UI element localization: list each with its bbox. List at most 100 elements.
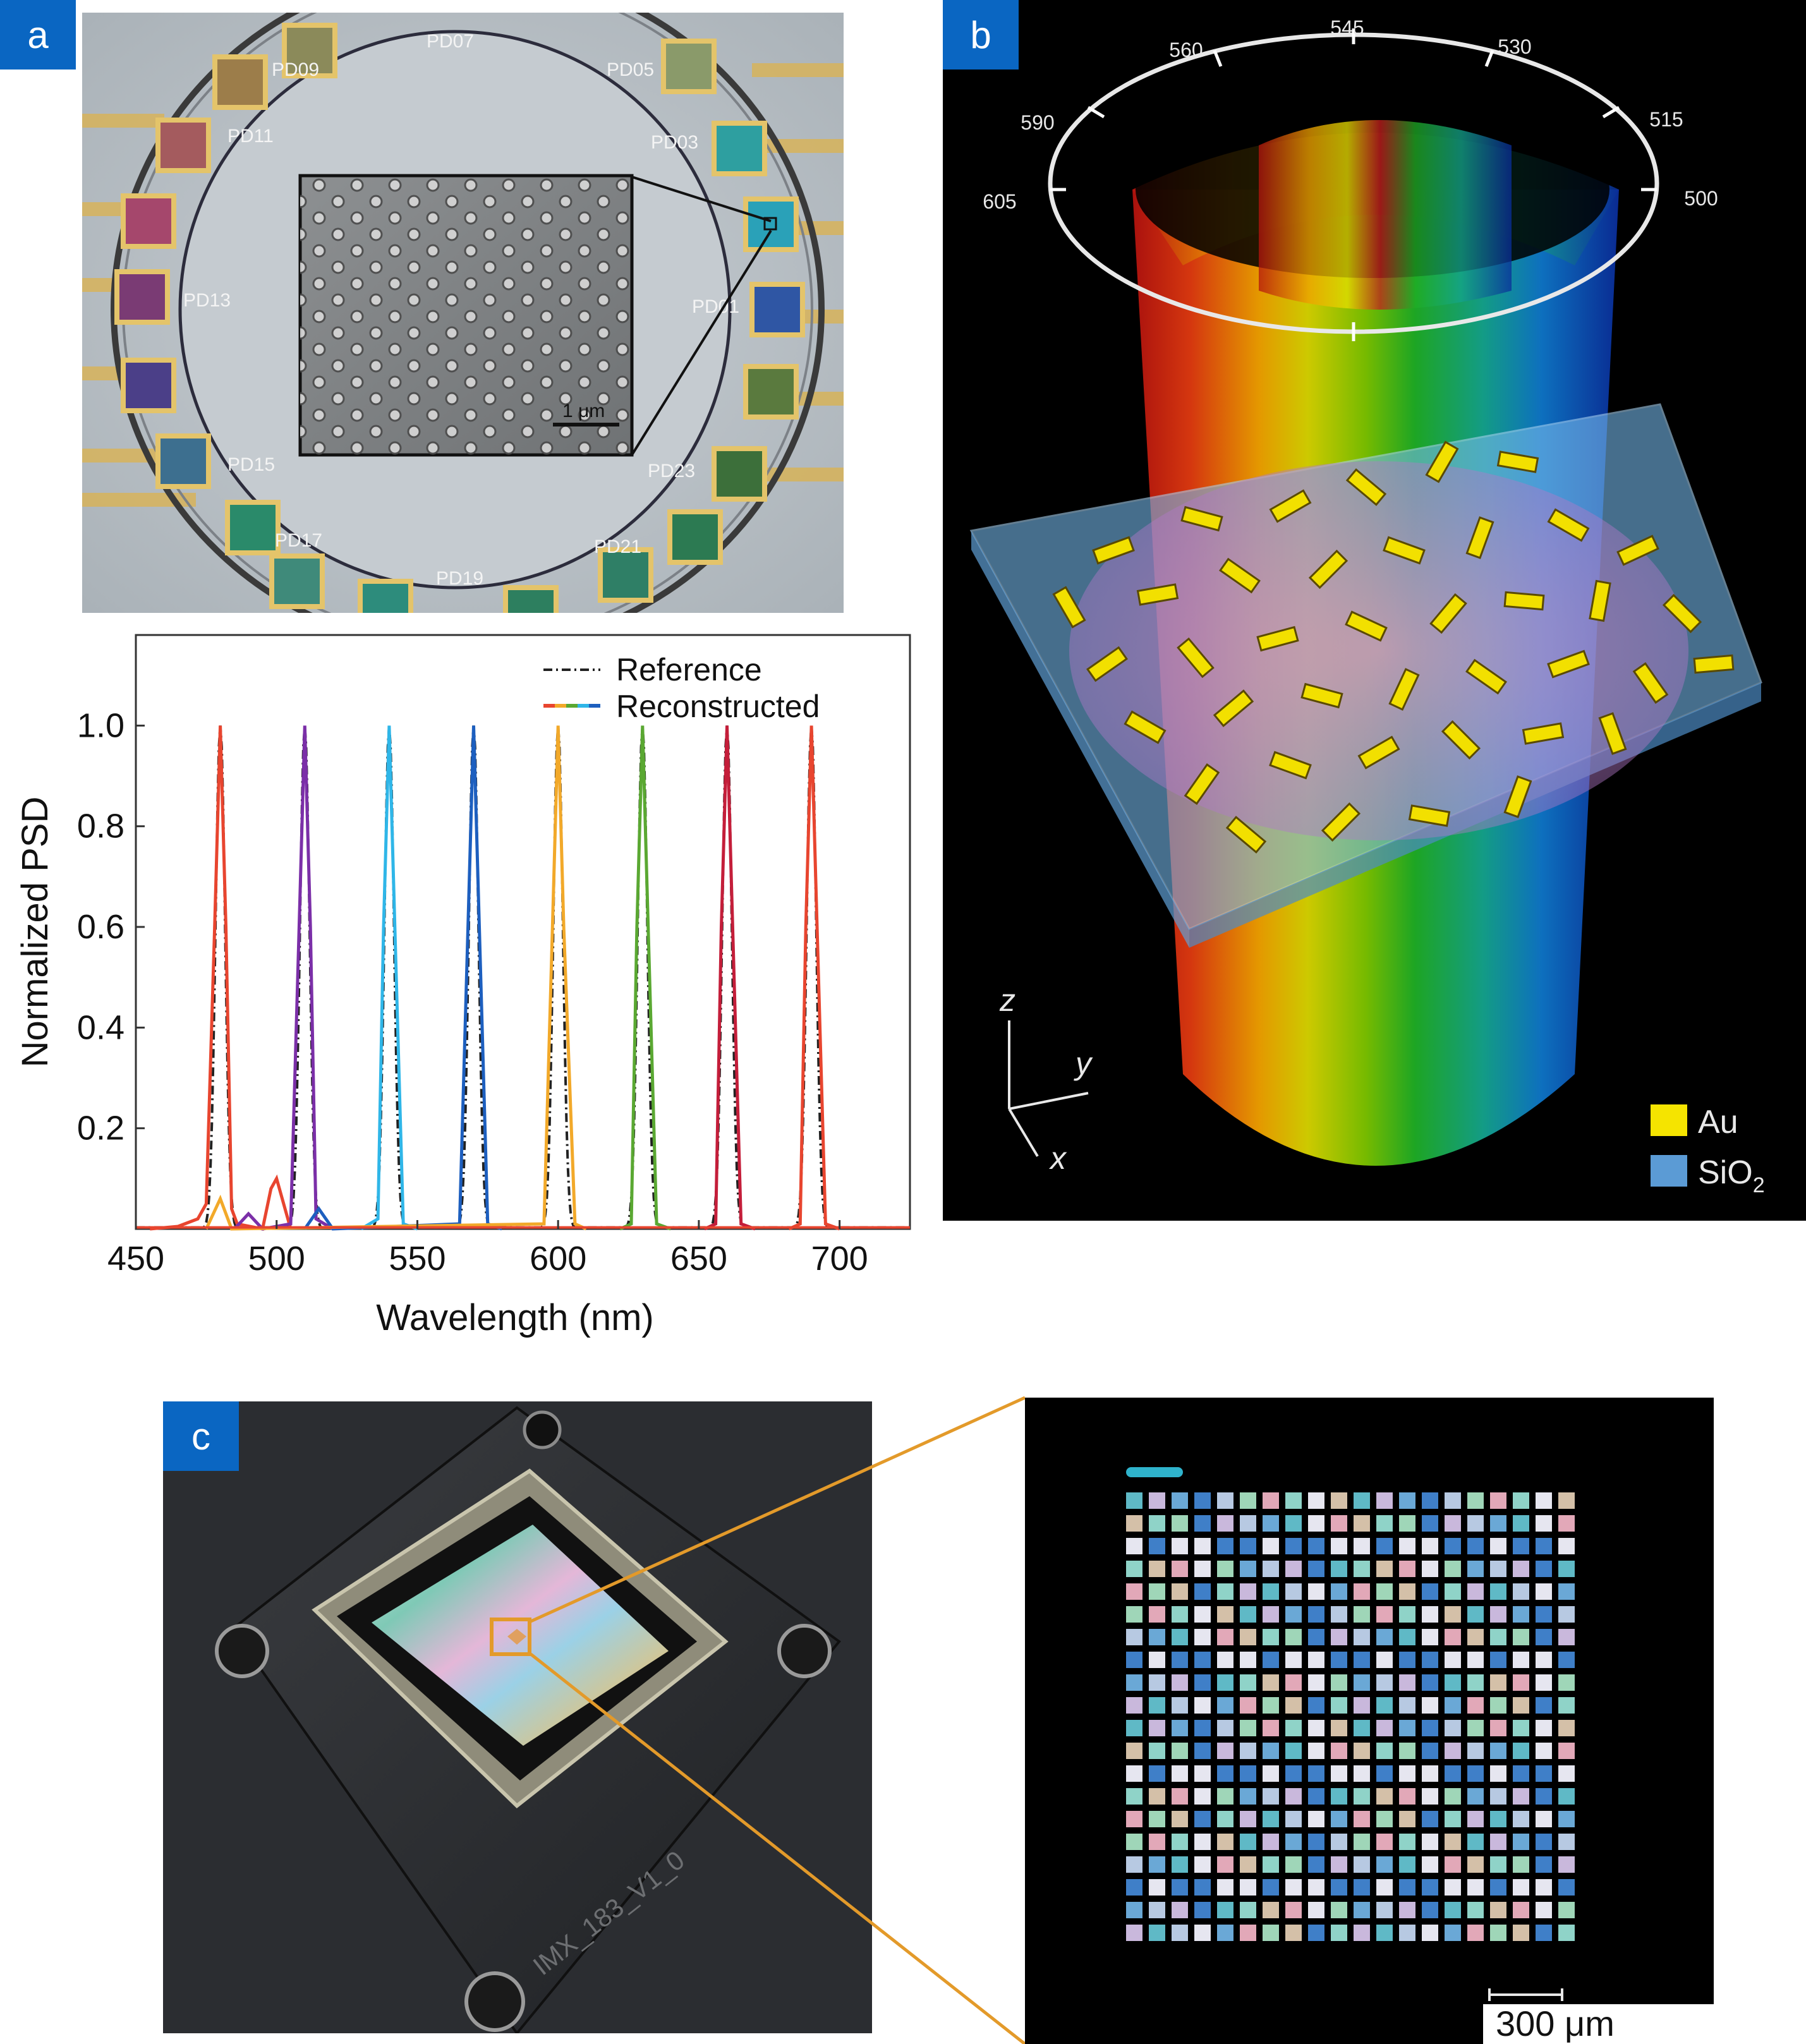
filter-cell — [1172, 1788, 1188, 1805]
filter-cell — [1331, 1492, 1347, 1509]
filter-cell — [1399, 1720, 1415, 1736]
filter-cell — [1354, 1925, 1370, 1941]
panel-c-badge: c — [163, 1401, 239, 1471]
filter-cell — [1217, 1811, 1233, 1827]
filter-cell — [1399, 1515, 1415, 1532]
filter-cell — [1490, 1856, 1506, 1873]
filter-cell — [1172, 1697, 1188, 1714]
filter-cell — [1490, 1538, 1506, 1554]
x-tick-label: 600 — [530, 1240, 586, 1278]
filter-cell — [1240, 1834, 1256, 1850]
filter-cell — [1467, 1879, 1484, 1896]
filter-cell — [1285, 1515, 1302, 1532]
filter-cell — [1149, 1606, 1165, 1623]
filter-cell — [1445, 1788, 1461, 1805]
filter-cell — [1354, 1583, 1370, 1600]
filter-cell — [1172, 1743, 1188, 1759]
ring-label: 545 — [1330, 16, 1364, 39]
filter-cell — [1126, 1538, 1142, 1554]
filter-cell — [1445, 1652, 1461, 1668]
filter-cell — [1194, 1743, 1211, 1759]
filter-cell — [1558, 1652, 1575, 1668]
filter-cell — [1422, 1606, 1438, 1623]
filter-cell — [1240, 1788, 1256, 1805]
filter-cell — [1536, 1811, 1552, 1827]
filter-cell — [1263, 1697, 1279, 1714]
filter-cell — [1558, 1788, 1575, 1805]
filter-cell — [1467, 1561, 1484, 1577]
filter-cell — [1172, 1583, 1188, 1600]
filter-cell — [1445, 1492, 1461, 1509]
reconstructed-series-630 — [619, 725, 672, 1231]
filter-cell — [1422, 1697, 1438, 1714]
psd-chart: 450 500 550 600 650 700 0.2 0.4 0.6 0.8 1.0 Refere… — [15, 634, 911, 1338]
filter-cell — [1149, 1765, 1165, 1782]
y-tick-label: 0.4 — [77, 1008, 124, 1046]
filter-cell — [1490, 1879, 1506, 1896]
filter-cell — [1240, 1925, 1256, 1941]
filter-cell — [1354, 1652, 1370, 1668]
filter-cell — [1354, 1879, 1370, 1896]
filter-cell — [1422, 1811, 1438, 1827]
filter-cell — [1422, 1834, 1438, 1850]
filter-cell — [1490, 1561, 1506, 1577]
filter-cell — [1263, 1879, 1279, 1896]
filter-cell — [1240, 1538, 1256, 1554]
filter-cell — [1536, 1834, 1552, 1850]
filter-cell — [1263, 1492, 1279, 1509]
filter-cell — [1194, 1879, 1211, 1896]
panel-c-array: 300 μm — [1025, 1398, 1714, 2044]
filter-cell — [1536, 1652, 1552, 1668]
filter-cell — [1467, 1492, 1484, 1509]
filter-cell — [1422, 1515, 1438, 1532]
filter-cell — [1149, 1492, 1165, 1509]
filter-cell — [1536, 1720, 1552, 1736]
filter-cell — [1467, 1538, 1484, 1554]
filter-cell — [1240, 1765, 1256, 1782]
pd-label: PD17 — [275, 530, 322, 551]
filter-cell — [1536, 1879, 1552, 1896]
filter-cell — [1285, 1538, 1302, 1554]
filter-cell — [1149, 1902, 1165, 1918]
filter-cell — [1513, 1697, 1529, 1714]
filter-cell — [1308, 1561, 1324, 1577]
filter-cell — [1217, 1856, 1233, 1873]
filter-cell — [1399, 1834, 1415, 1850]
filter-cell — [1308, 1811, 1324, 1827]
filter-cell — [1467, 1925, 1484, 1941]
filter-cell — [1308, 1606, 1324, 1623]
filter-cell — [1308, 1492, 1324, 1509]
legend-label-reference: Reference — [616, 652, 762, 687]
pd-label: PD07 — [427, 31, 474, 52]
filter-cell — [1217, 1538, 1233, 1554]
pd-label: PD19 — [436, 568, 483, 589]
filter-cell — [1376, 1811, 1393, 1827]
filter-cell — [1467, 1652, 1484, 1668]
filter-cell — [1285, 1629, 1302, 1645]
filter-cell — [1240, 1743, 1256, 1759]
filter-cell — [1399, 1743, 1415, 1759]
filter-cell — [1263, 1583, 1279, 1600]
filter-cell — [1513, 1856, 1529, 1873]
filter-cell — [1263, 1652, 1279, 1668]
filter-cell — [1263, 1788, 1279, 1805]
filter-cell — [1399, 1538, 1415, 1554]
pd-label: PD09 — [272, 59, 319, 80]
filter-cell — [1172, 1538, 1188, 1554]
filter-cell — [1331, 1743, 1347, 1759]
filter-cell — [1331, 1674, 1347, 1691]
filter-cell — [1445, 1879, 1461, 1896]
filter-cell — [1513, 1925, 1529, 1941]
filter-cell — [1263, 1606, 1279, 1623]
filter-cell — [1422, 1629, 1438, 1645]
filter-cell — [1467, 1583, 1484, 1600]
filter-cell — [1354, 1697, 1370, 1714]
filter-cell — [1422, 1583, 1438, 1600]
filter-cell — [1513, 1720, 1529, 1736]
filter-cell — [1490, 1515, 1506, 1532]
x-tick-label: 500 — [248, 1240, 305, 1278]
sensor-chip-image: IMX_183_V1_0 — [163, 1401, 872, 2033]
filter-cell — [1422, 1492, 1438, 1509]
filter-cell — [1467, 1629, 1484, 1645]
filter-cell — [1513, 1629, 1529, 1645]
